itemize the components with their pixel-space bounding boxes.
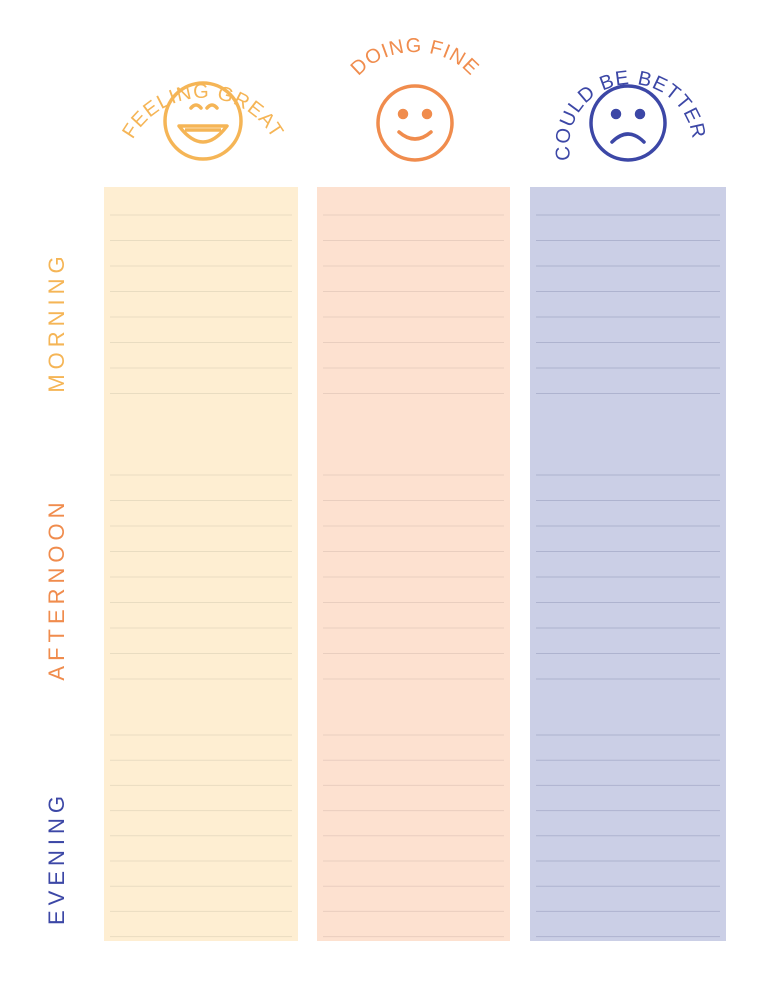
mood-label: FEELING GREAT (118, 81, 288, 143)
column-could-be-better[interactable] (530, 187, 726, 941)
mood-label: DOING FINE (347, 35, 484, 80)
mood-header-doing-fine: DOING FINE (317, 28, 513, 178)
mood-header-could-be-better: COULD BE BETTER (530, 28, 726, 178)
row-label-afternoon: AFTERNOON (44, 497, 69, 681)
big-smile-face-icon (163, 81, 243, 161)
column-background (530, 187, 726, 941)
mood-header-feeling-great: FEELING GREAT (105, 28, 301, 178)
column-background (104, 187, 298, 941)
column-feeling-great[interactable] (104, 187, 298, 941)
row-label-evening: EVENING (44, 790, 69, 926)
sad-face-icon (589, 84, 667, 162)
mood-label: COULD BE BETTER (552, 67, 710, 162)
column-background (317, 187, 510, 941)
row-label-morning: MORNING (44, 251, 69, 393)
column-doing-fine[interactable] (317, 187, 510, 941)
smile-face-icon (376, 84, 454, 162)
